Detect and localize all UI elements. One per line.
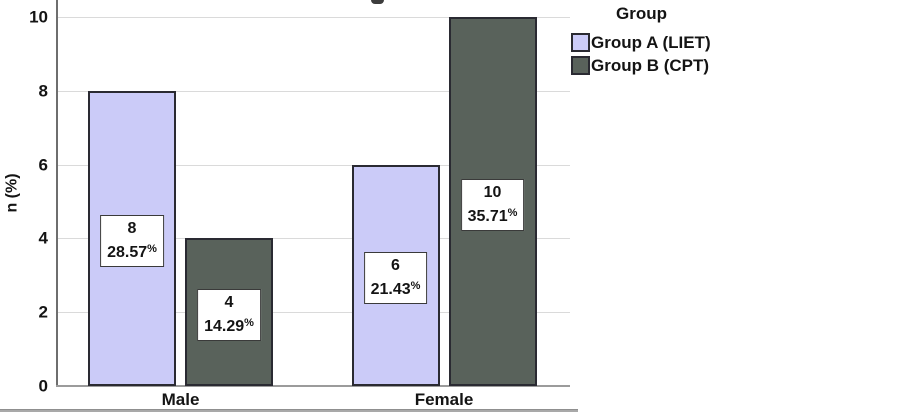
- percent-sign: %: [410, 280, 421, 293]
- y-tick-label: 6: [38, 155, 48, 175]
- legend-swatch: [571, 33, 590, 52]
- bar-percent: 28.57%: [107, 243, 157, 262]
- y-tick-label: 0: [38, 376, 48, 396]
- percent-sign: %: [147, 243, 157, 256]
- legend-item-label: Group A (LIET): [591, 33, 711, 52]
- x-tick-label: Female: [414, 390, 474, 409]
- y-tick-label: 2: [38, 302, 48, 322]
- legend-items: Group A (LIET) Group B (CPT): [571, 33, 711, 75]
- gridline: [57, 90, 570, 92]
- y-axis-title-text: n (%): [4, 173, 22, 213]
- bar-value-label-group-a-female: 6 21.43%: [363, 252, 428, 305]
- legend-item: Group B (CPT): [571, 56, 711, 75]
- gridline: [57, 164, 570, 166]
- legend-title: Group: [616, 4, 667, 23]
- bar-count: 4: [224, 294, 234, 312]
- bar-value-label-group-a-male: 8 28.57%: [100, 215, 164, 268]
- x-axis-line: [56, 385, 570, 387]
- bar-count: 10: [483, 183, 502, 201]
- legend-item: Group A (LIET): [571, 33, 711, 52]
- y-tick-label: 10: [29, 7, 48, 27]
- gridline: [57, 17, 570, 18]
- bar-value-label-group-b-male: 4 14.29%: [197, 289, 261, 342]
- cropped-title-fragment: [371, 0, 384, 4]
- percent-sign: %: [507, 206, 518, 219]
- y-axis-title: n (%): [0, 0, 30, 386]
- x-tick-label: Male: [161, 390, 200, 409]
- gridline: [57, 238, 570, 240]
- y-axis-line: [56, 0, 58, 387]
- gridline: [57, 312, 570, 314]
- bar-value-label-group-b-female: 10 35.71%: [460, 178, 525, 231]
- legend-swatch: [571, 56, 590, 75]
- y-tick-label: 8: [38, 81, 48, 101]
- legend-item-label: Group B (CPT): [591, 56, 710, 75]
- percent-sign: %: [244, 317, 254, 330]
- bar-percent: 21.43%: [370, 280, 421, 299]
- bar-percent: 35.71%: [467, 206, 518, 225]
- bar-count: 8: [127, 220, 137, 238]
- bar-percent: 14.29%: [204, 317, 254, 336]
- bar-count: 6: [391, 257, 400, 275]
- y-tick-label: 4: [38, 228, 48, 248]
- legend: Group Group A (LIET) Group B (CPT): [571, 3, 711, 75]
- cropped-bottom-edge: [0, 409, 578, 412]
